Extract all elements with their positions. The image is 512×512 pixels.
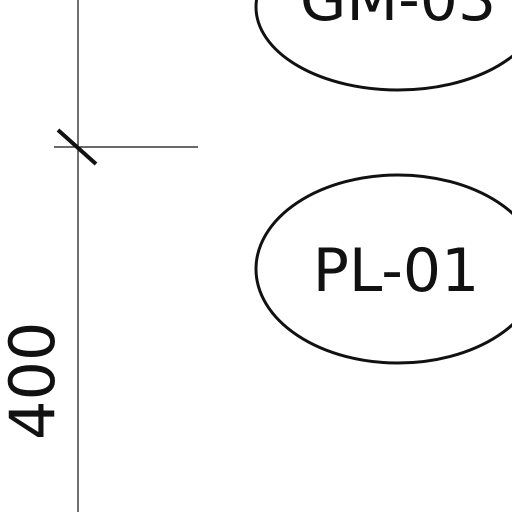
tag-label: PL-01 bbox=[313, 236, 480, 306]
dimension-value: 400 bbox=[0, 322, 69, 440]
tag-label: GM-03 bbox=[300, 0, 496, 35]
tag-ellipse bbox=[254, 173, 512, 365]
dimension-tick bbox=[56, 128, 98, 166]
tag-bubble-pl-01: PL-01 bbox=[254, 173, 512, 365]
tag-ellipse bbox=[254, 0, 512, 92]
tag-bubble-gm-03: GM-03 bbox=[254, 0, 512, 92]
